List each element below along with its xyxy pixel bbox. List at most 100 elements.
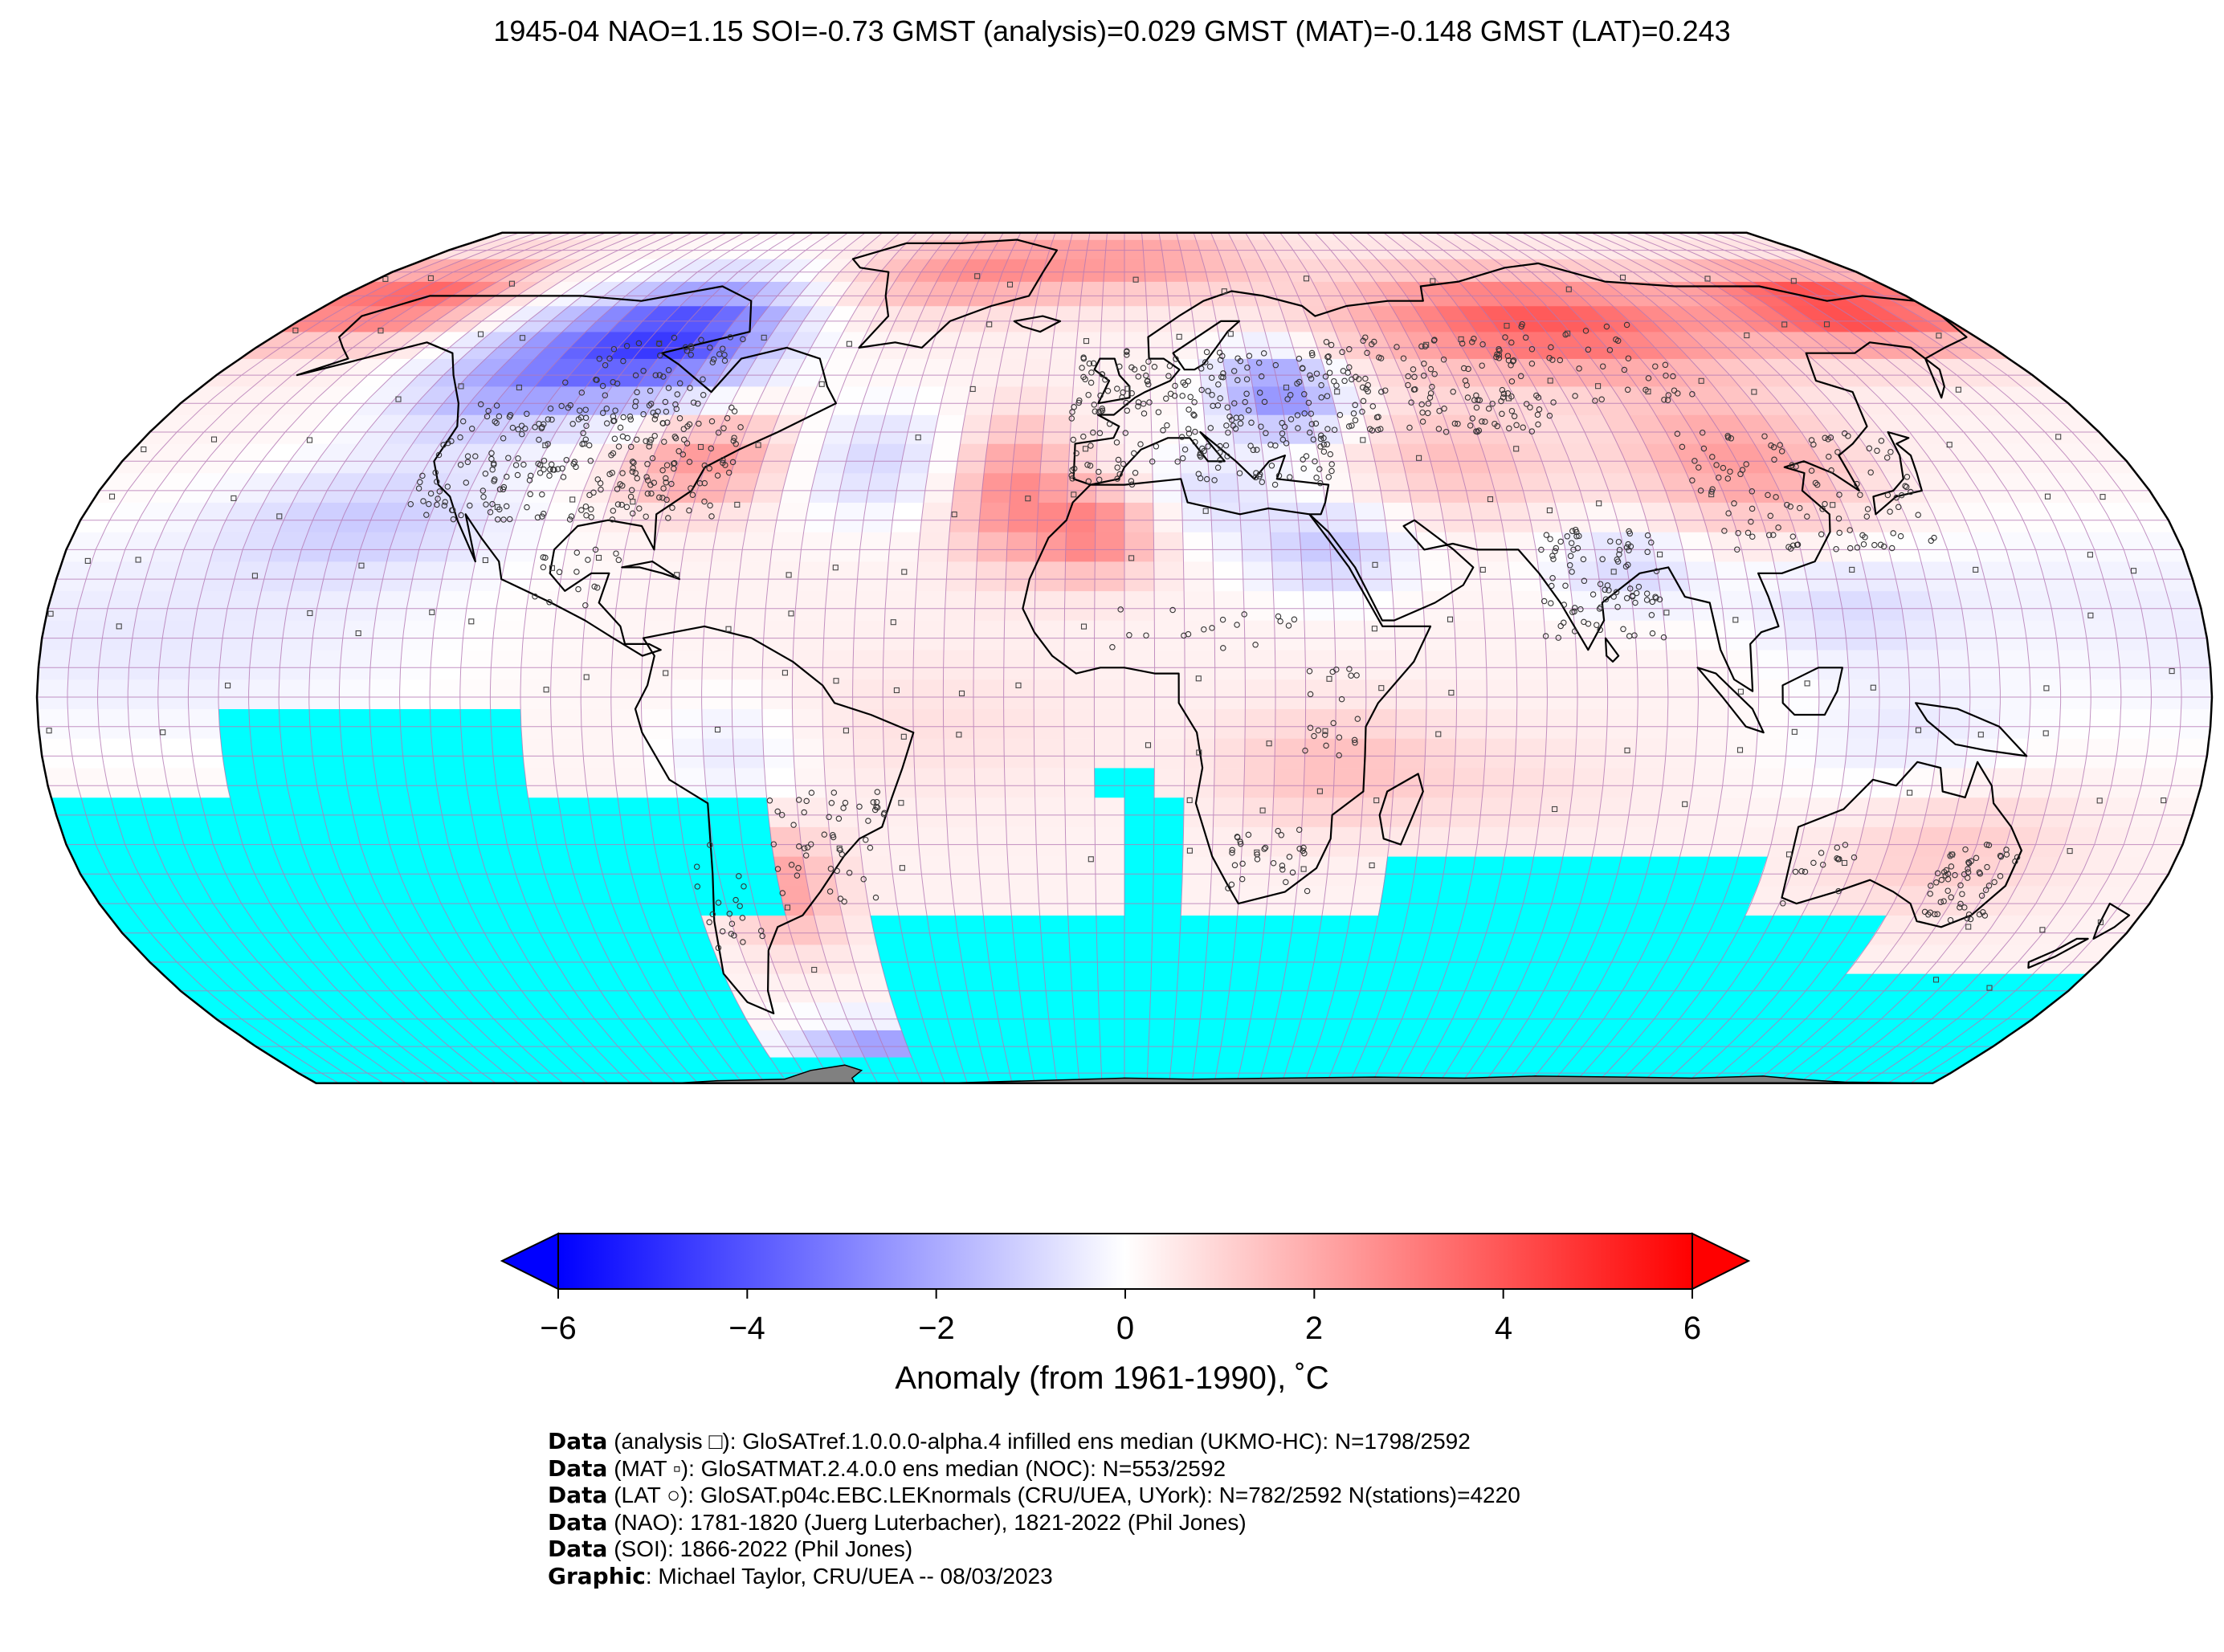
land-station-marker <box>668 480 675 487</box>
land-station-marker <box>1808 467 1815 474</box>
grid-cell <box>854 767 887 798</box>
land-station-marker <box>1242 398 1248 406</box>
grid-cell <box>2177 649 2212 680</box>
land-station-marker <box>1915 512 1921 518</box>
land-station-marker <box>1291 616 1298 623</box>
grid-cell <box>435 590 471 621</box>
land-station-marker <box>1237 838 1243 845</box>
land-station-marker <box>526 477 533 483</box>
grid-cell <box>494 767 528 798</box>
land-station-marker <box>522 425 528 432</box>
grid-cell <box>1124 973 1152 1003</box>
ocean-station-marker <box>1373 797 1380 804</box>
grid-cell <box>890 856 924 887</box>
grid-cell <box>1230 944 1263 974</box>
land-station-marker <box>1597 581 1604 587</box>
land-station-marker <box>1082 376 1088 382</box>
land-station-marker <box>1225 885 1231 891</box>
land-station-marker <box>802 852 810 859</box>
ocean-station-marker <box>1781 321 1788 328</box>
eurasia-coastline <box>1072 262 1968 692</box>
grid-cell <box>1039 915 1070 945</box>
land-station-marker <box>1155 409 1162 415</box>
grid-cell <box>588 561 623 592</box>
grid-cell <box>1206 915 1238 945</box>
land-station-marker <box>541 466 547 473</box>
land-station-marker <box>620 357 626 365</box>
land-station-marker <box>1309 352 1316 358</box>
land-station-marker <box>721 357 728 364</box>
grid-cell <box>405 590 440 621</box>
land-station-marker <box>457 461 464 468</box>
grid-cell <box>100 738 135 769</box>
land-station-marker <box>1643 597 1651 603</box>
grid-cell <box>1124 856 1154 887</box>
land-station-marker <box>1887 508 1893 515</box>
grid-cell <box>1168 305 1195 332</box>
grid-cell <box>248 649 282 680</box>
land-station-marker <box>559 465 565 471</box>
meridian-line <box>1176 232 1216 1083</box>
land-station-marker <box>716 351 723 357</box>
grid-cell <box>1412 856 1447 887</box>
credit-key: Data <box>548 1428 608 1454</box>
grid-cell <box>1424 738 1456 769</box>
meridian-line <box>671 232 866 1083</box>
land-station-marker <box>1283 879 1289 886</box>
land-station-marker <box>1479 418 1485 425</box>
land-station-marker <box>1606 347 1614 353</box>
grid-cell <box>1300 826 1332 857</box>
land-station-marker <box>1944 887 1951 894</box>
grid-cell <box>1667 679 1699 709</box>
ocean-station-marker <box>1751 389 1757 395</box>
ocean-station-marker <box>482 557 488 564</box>
grid-cell <box>1243 620 1275 651</box>
land-station-marker <box>694 883 701 890</box>
grid-cell <box>1212 561 1244 592</box>
grid-cell <box>1239 502 1271 532</box>
grid-cell <box>1873 620 1908 651</box>
land-station-marker <box>1474 428 1481 435</box>
ocean-station-marker <box>1088 856 1094 863</box>
grid-cell <box>128 708 161 739</box>
land-station-marker <box>489 500 496 508</box>
land-station-marker <box>1246 353 1253 359</box>
grid-cell <box>732 738 765 769</box>
land-station-marker <box>1279 863 1286 869</box>
land-station-marker <box>727 334 734 341</box>
grid-cell <box>1242 561 1274 592</box>
meridian-line <box>308 232 659 1083</box>
grid-cell <box>1148 1030 1175 1058</box>
grid-cell <box>644 590 679 621</box>
grid-cell <box>1124 502 1154 532</box>
land-station-marker <box>1571 605 1578 611</box>
land-station-marker <box>493 419 500 426</box>
land-station-marker <box>1187 394 1194 401</box>
meridian-line <box>1521 232 1820 1083</box>
land-station-marker <box>1351 736 1358 744</box>
meridian-line <box>1573 232 1911 1083</box>
ocean-station-marker <box>1986 985 1993 991</box>
land-station-marker <box>1123 399 1129 406</box>
land-station-marker <box>696 479 704 487</box>
grid-cell <box>1153 826 1184 857</box>
land-station-marker <box>701 462 708 469</box>
land-station-marker <box>1128 390 1135 397</box>
land-station-marker <box>1145 381 1152 388</box>
land-station-marker <box>1709 454 1716 460</box>
grid-cell <box>1095 502 1125 532</box>
grid-cell <box>1749 590 1785 621</box>
grid-cell <box>1154 708 1185 739</box>
ocean-station-marker <box>1977 732 1984 738</box>
grid-cell <box>1063 649 1095 680</box>
grid-cell <box>1537 797 1573 827</box>
meridian-line <box>1556 232 1880 1083</box>
ocean-station-marker <box>135 557 141 563</box>
land-station-marker <box>1564 533 1571 540</box>
meridian-line <box>1712 232 2152 1083</box>
grid-cell <box>943 649 974 680</box>
grid-cell <box>1124 305 1149 332</box>
land-station-marker <box>464 459 471 466</box>
land-station-marker <box>1124 407 1131 414</box>
land-station-marker <box>547 405 554 412</box>
